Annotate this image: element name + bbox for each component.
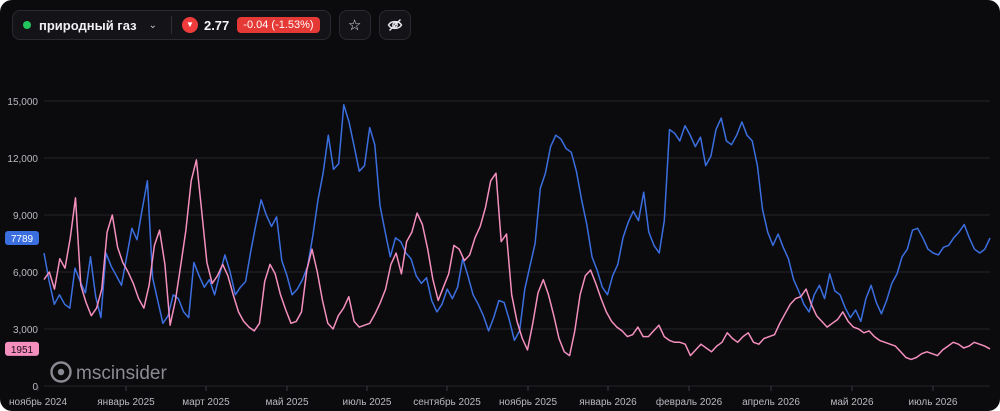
hide-button[interactable] [378, 10, 411, 40]
watermark-logo-icon [50, 361, 72, 383]
status-dot-icon [23, 21, 31, 29]
x-tick-label: май 2026 [830, 397, 873, 408]
y-tick-label: 12,000 [7, 154, 38, 165]
toolbar: природный газ ⌄ ▼ 2.77 -0.04 (-1.53%) ☆ [12, 10, 411, 40]
y-tick-label: 6,000 [13, 268, 38, 279]
x-tick-label: ноябрь 2024 [9, 396, 67, 408]
divider [170, 16, 172, 34]
price-value: 2.77 [203, 17, 230, 33]
last-value-badge [5, 231, 39, 246]
x-tick-label: апрель 2026 [742, 397, 800, 408]
y-tick-label: 15,000 [7, 97, 38, 108]
x-tick-label: ноябрь 2025 [499, 396, 557, 408]
change-badge: -0.04 (-1.53%) [237, 17, 320, 33]
x-tick-label: июль 2025 [343, 397, 392, 408]
x-tick-label: май 2025 [265, 397, 308, 408]
series-layer [43, 104, 991, 361]
x-tick-label: июль 2026 [909, 397, 958, 408]
x-tick-label: январь 2026 [579, 397, 637, 408]
eye-off-icon [387, 19, 402, 31]
y-tick-label: 3,000 [13, 325, 38, 336]
grid-lines [44, 100, 990, 387]
chevron-down-icon[interactable]: ⌄ [148, 19, 157, 31]
x-axis-ticks: ноябрь 2024 январь 2025 март 2025 май 2025 и… [9, 386, 958, 408]
star-icon: ☆ [347, 17, 362, 34]
last-value-text: 1951 [11, 345, 34, 356]
series-line-1 [43, 104, 991, 342]
x-tick-label: февраль 2026 [656, 396, 723, 408]
series-line-2 [43, 159, 991, 361]
favorite-button[interactable]: ☆ [338, 10, 371, 40]
watermark-logo-dot [57, 368, 65, 376]
asset-name: природный газ [39, 17, 137, 33]
x-tick-label: январь 2025 [97, 397, 155, 408]
last-value-badges: 7789 1951 [5, 231, 39, 356]
last-value-badge [5, 341, 39, 356]
y-axis-ticks: 0 3,000 6,000 9,000 12,000 15,000 [7, 97, 38, 393]
y-tick-label: 9,000 [13, 211, 38, 222]
x-tick-label: сентябрь 2025 [413, 396, 481, 408]
watermark-text: mscinsider [76, 363, 167, 384]
last-value-text: 7789 [11, 234, 34, 245]
arrow-down-icon: ▼ [181, 17, 198, 33]
watermark: mscinsider [50, 361, 167, 384]
x-tick-label: март 2025 [182, 397, 230, 408]
asset-selector[interactable]: природный газ ⌄ ▼ 2.77 -0.04 (-1.53%) [12, 10, 331, 40]
y-tick-label: 0 [32, 382, 38, 393]
